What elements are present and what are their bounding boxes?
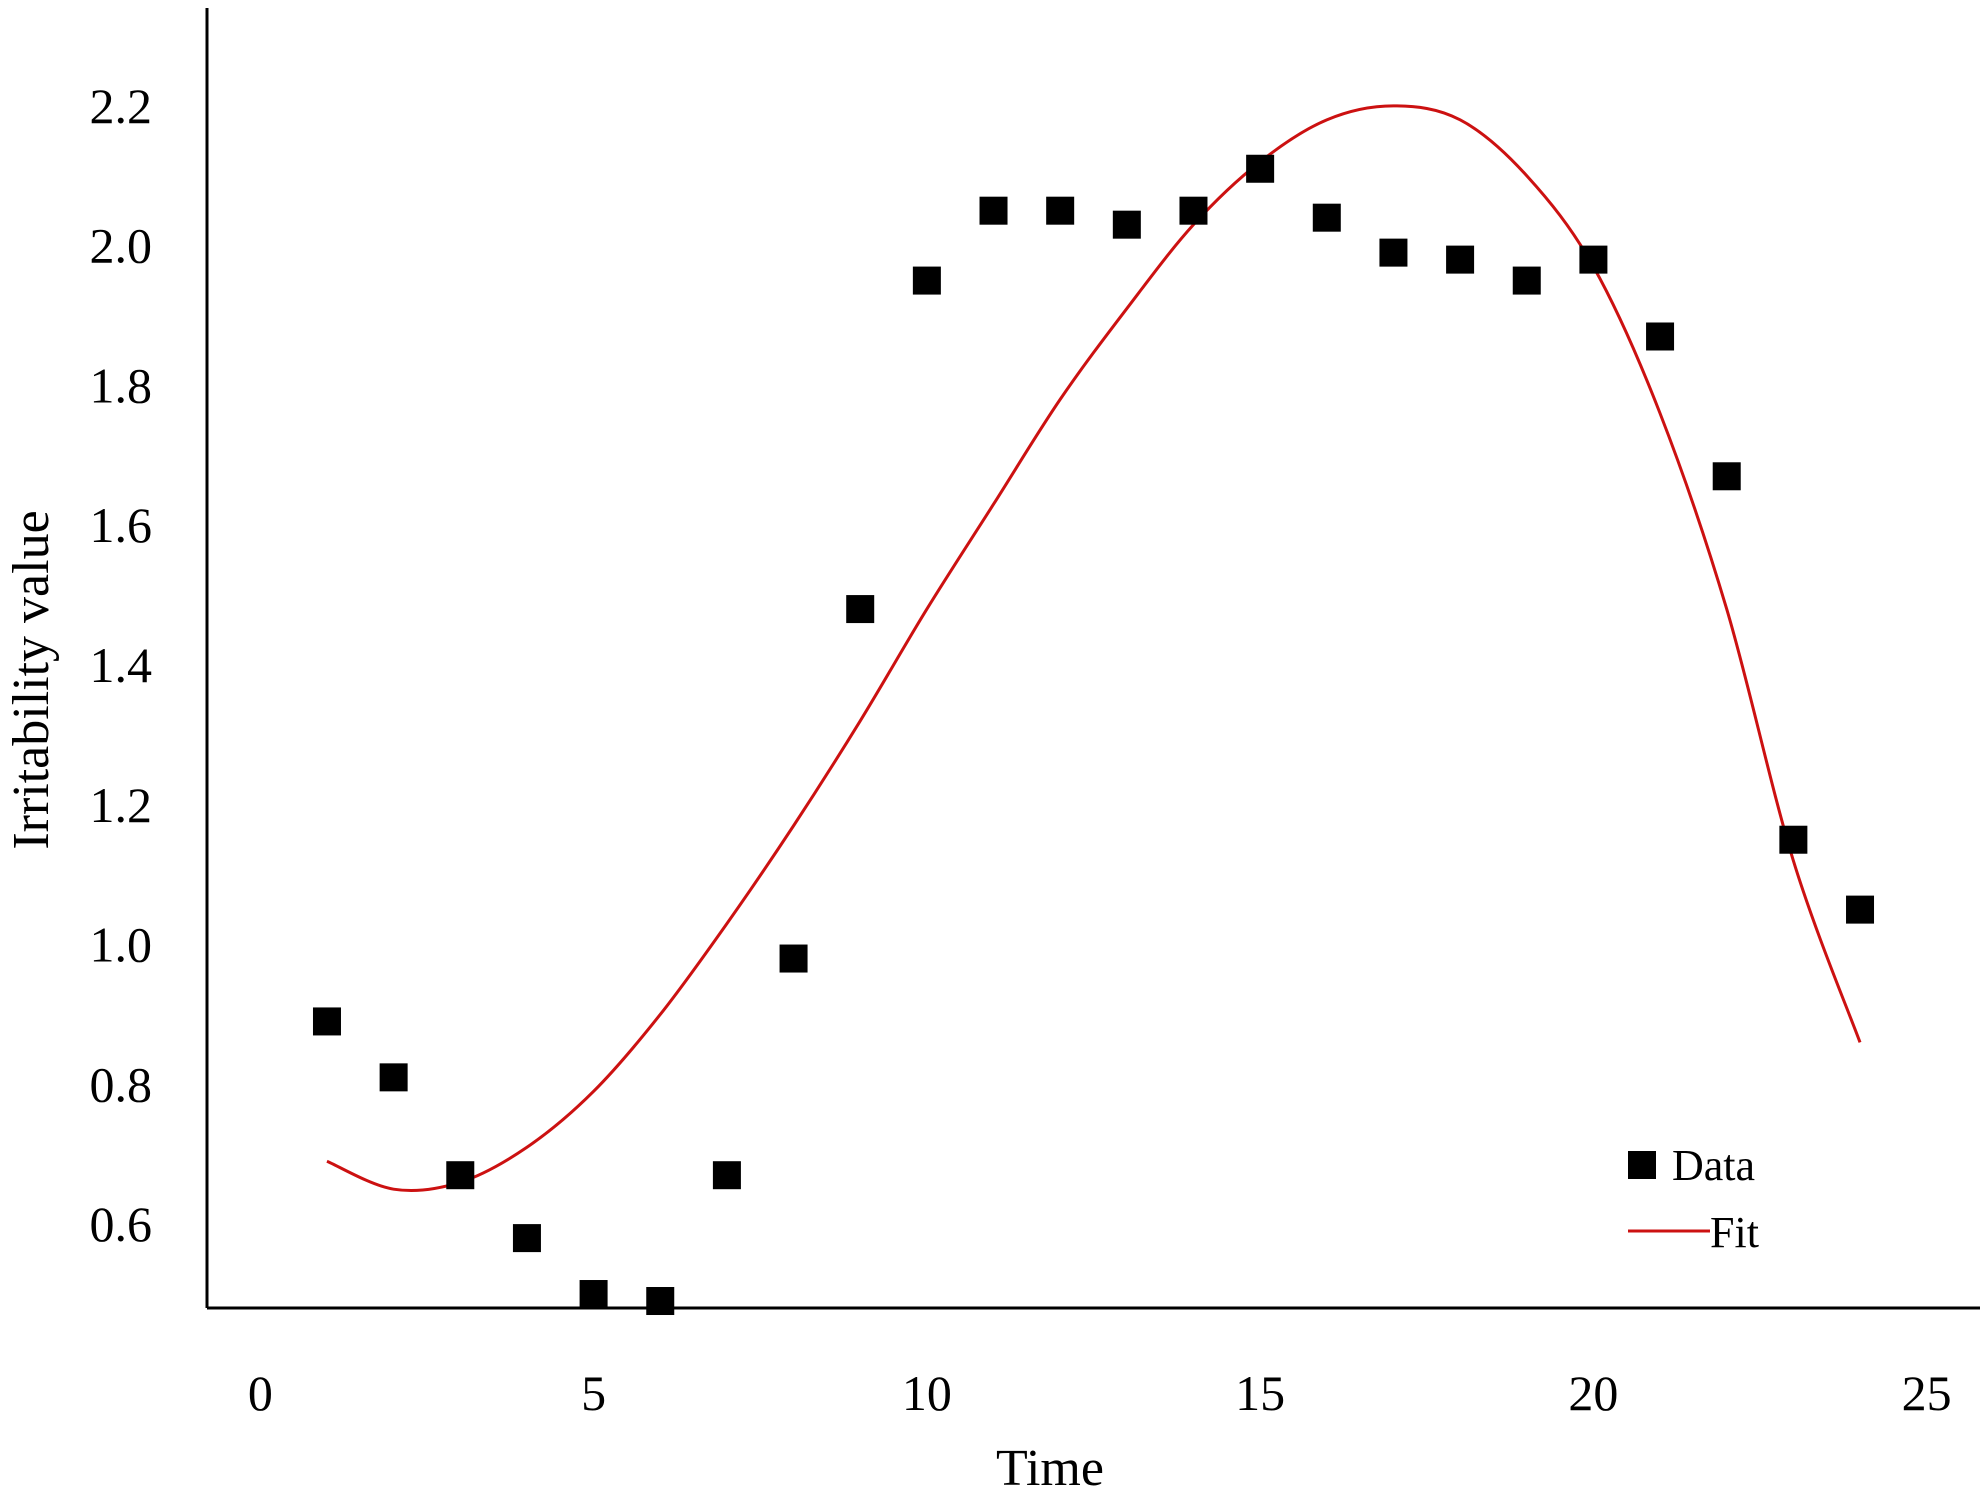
data-point xyxy=(1646,322,1675,351)
data-point xyxy=(1312,203,1341,232)
y-tick-label: 0.8 xyxy=(90,1056,153,1112)
data-point xyxy=(1379,238,1408,267)
data-point xyxy=(779,944,808,973)
data-point xyxy=(512,1224,541,1253)
y-tick-label: 1.2 xyxy=(90,777,153,833)
data-point xyxy=(712,1161,741,1190)
axes xyxy=(205,8,1980,1310)
legend-data-label: Data xyxy=(1672,1141,1755,1190)
data-point xyxy=(912,266,941,295)
data-point xyxy=(1512,266,1541,295)
x-tick-label: 25 xyxy=(1902,1365,1952,1421)
data-point xyxy=(1179,196,1208,225)
legend-fit-label: Fit xyxy=(1710,1208,1759,1257)
data-point xyxy=(312,1007,341,1036)
data-point xyxy=(646,1287,675,1316)
data-point xyxy=(1846,895,1875,924)
x-tick-labels: 0 5 10 15 20 25 xyxy=(248,1365,1952,1421)
legend-data-marker xyxy=(1628,1151,1656,1179)
data-points xyxy=(312,154,1875,1316)
data-point xyxy=(846,595,875,624)
data-point xyxy=(579,1280,608,1309)
y-tick-label: 1.0 xyxy=(90,917,153,973)
y-tick-labels: 0.6 0.8 1.0 1.2 1.4 1.6 1.8 2.0 2.2 xyxy=(90,78,153,1252)
x-tick-label: 0 xyxy=(248,1365,273,1421)
y-tick-label: 1.4 xyxy=(90,637,153,693)
data-point xyxy=(1579,245,1608,274)
data-point xyxy=(1446,245,1475,274)
data-point xyxy=(446,1161,475,1190)
x-tick-label: 5 xyxy=(581,1365,606,1421)
data-point xyxy=(1112,210,1141,239)
y-tick-label: 0.6 xyxy=(90,1196,153,1252)
x-tick-label: 15 xyxy=(1235,1365,1285,1421)
data-point xyxy=(379,1063,408,1092)
x-tick-label: 10 xyxy=(902,1365,952,1421)
y-tick-label: 1.6 xyxy=(90,497,153,553)
x-axis-title: Time xyxy=(996,1440,1104,1489)
legend: Data Fit xyxy=(1628,1141,1759,1257)
data-point xyxy=(1046,196,1075,225)
x-tick-label: 20 xyxy=(1568,1365,1618,1421)
y-tick-label: 2.0 xyxy=(90,218,153,274)
y-tick-label: 1.8 xyxy=(90,357,153,413)
data-point xyxy=(1779,825,1808,854)
y-axis-title: Irritability value xyxy=(3,510,60,849)
data-point xyxy=(979,196,1008,225)
y-tick-label: 2.2 xyxy=(90,78,153,134)
data-point xyxy=(1712,462,1741,491)
data-point xyxy=(1246,154,1275,183)
fit-line xyxy=(326,104,1862,1193)
